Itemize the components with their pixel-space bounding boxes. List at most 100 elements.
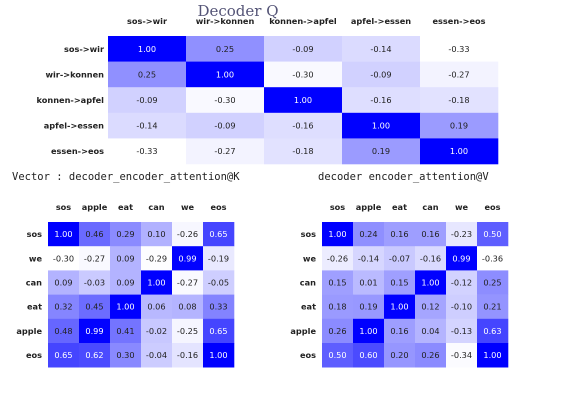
row-label: eos xyxy=(26,350,42,360)
cell-value-label: -0.26 xyxy=(327,253,348,263)
heatmap-cell xyxy=(172,318,204,344)
heatmap-cell xyxy=(384,270,416,295)
vector-label-left: Vector : decoder_encoder_attention@K xyxy=(12,171,240,183)
vector-label-right: decoder encoder_attention@V xyxy=(318,171,489,183)
col-label: apple xyxy=(356,202,382,212)
heatmap-cell xyxy=(477,318,509,344)
heatmap-cell xyxy=(353,294,385,320)
cell-value-label: 1.00 xyxy=(450,146,468,156)
cell-value-label: 0.30 xyxy=(116,350,134,360)
heatmap-cell xyxy=(186,36,265,62)
row-label: konnen->apfel xyxy=(37,95,105,105)
row-label: apfel->essen xyxy=(44,121,104,131)
heatmap-cell xyxy=(141,343,173,368)
heatmap-cell xyxy=(477,270,509,295)
heatmap-cell xyxy=(48,343,80,368)
heatmap-cell xyxy=(141,246,173,271)
heatmap-cell xyxy=(477,343,509,368)
col-label: sos xyxy=(56,202,71,212)
cell-value-label: -0.30 xyxy=(53,253,74,263)
col-label: essen->eos xyxy=(433,16,486,26)
heatmap-cell xyxy=(203,270,235,295)
heatmap-cell xyxy=(108,138,187,165)
cell-value-label: 0.65 xyxy=(209,326,227,336)
cell-value-label: 1.00 xyxy=(483,350,501,360)
heatmap-cell xyxy=(415,246,447,271)
row-label: eos xyxy=(300,350,316,360)
heatmap-cell xyxy=(342,61,421,88)
heatmap-cell xyxy=(79,222,111,247)
heatmap-cell xyxy=(322,294,354,320)
heatmap-cell xyxy=(342,87,421,114)
cell-value-label: 0.26 xyxy=(328,326,346,336)
cell-value-label: 0.16 xyxy=(390,229,408,239)
row-label: sos xyxy=(27,229,42,239)
heatmap-cell xyxy=(415,318,447,344)
row-label: we xyxy=(303,253,317,263)
cell-value-label: -0.16 xyxy=(292,121,313,131)
heatmap-cell xyxy=(141,318,173,344)
heatmap-cell xyxy=(48,222,80,247)
decoder-q-title: Decoder Q xyxy=(197,2,278,20)
row-label: can xyxy=(26,278,42,288)
heatmap-cell xyxy=(446,270,478,295)
cell-value-label: -0.33 xyxy=(136,146,157,156)
cell-value-label: 0.20 xyxy=(390,350,408,360)
cell-value-label: -0.09 xyxy=(370,69,391,79)
row-label: essen->eos xyxy=(51,146,104,156)
heatmap-cell xyxy=(446,343,478,368)
cell-value-label: 0.15 xyxy=(328,278,346,288)
cell-value-label: 0.19 xyxy=(372,146,390,156)
cell-value-label: 0.24 xyxy=(359,229,377,239)
col-label: apfel->essen xyxy=(351,16,411,26)
heatmap-cell xyxy=(172,246,204,271)
cell-value-label: 1.00 xyxy=(116,302,134,312)
heatmap-cell xyxy=(264,87,343,114)
heatmap-cell xyxy=(353,270,385,295)
heatmap-cell xyxy=(384,318,416,344)
cell-value-label: 1.00 xyxy=(328,229,346,239)
heatmap-cell xyxy=(353,222,385,247)
cell-value-label: 0.09 xyxy=(116,278,134,288)
heatmap-cell xyxy=(420,112,499,139)
heatmap-cell xyxy=(322,318,354,344)
heatmap-cell xyxy=(110,246,142,271)
heatmap-cell xyxy=(322,222,354,247)
row-label: eat xyxy=(27,302,42,312)
row-label: sos->wir xyxy=(64,44,105,54)
col-label: sos->wir xyxy=(127,16,168,26)
cell-value-label: -0.09 xyxy=(292,44,313,54)
cell-value-label: 0.46 xyxy=(85,229,103,239)
cell-value-label: -0.30 xyxy=(292,69,313,79)
heatmap-cell xyxy=(48,294,80,320)
cell-value-label: -0.10 xyxy=(451,302,472,312)
cell-value-label: -0.16 xyxy=(370,95,391,105)
heatmap-cell xyxy=(203,222,235,247)
cell-value-label: -0.27 xyxy=(177,278,198,288)
row-label: apple xyxy=(290,326,316,336)
cell-value-label: -0.34 xyxy=(451,350,472,360)
cell-value-label: 0.25 xyxy=(216,44,234,54)
cell-value-label: 0.21 xyxy=(483,302,501,312)
cell-value-label: 0.12 xyxy=(421,302,439,312)
cell-value-label: -0.25 xyxy=(177,326,198,336)
heatmap-cell xyxy=(353,343,385,368)
heatmap-cell xyxy=(203,246,235,271)
heatmap-cell xyxy=(342,112,421,139)
cell-value-label: 0.19 xyxy=(450,121,468,131)
heatmap-cell xyxy=(203,294,235,320)
heatmap-cell xyxy=(420,61,499,88)
heatmap-cell xyxy=(420,138,499,165)
heatmap-cell xyxy=(446,246,478,271)
cell-value-label: -0.07 xyxy=(389,253,410,263)
cell-value-label: 1.00 xyxy=(147,278,165,288)
cell-value-label: 0.62 xyxy=(85,350,103,360)
cell-value-label: -0.03 xyxy=(84,278,105,288)
heatmap-cell xyxy=(108,61,187,88)
decoder-encoder-attention-k-heatmap: sos apple eat can we eos sos we can eat apple eos 1.… xyxy=(16,202,235,368)
cell-value-label: -0.14 xyxy=(136,121,157,131)
cell-value-label: 0.01 xyxy=(359,278,377,288)
cell-value-label: -0.18 xyxy=(448,95,469,105)
heatmap-cell xyxy=(79,318,111,344)
